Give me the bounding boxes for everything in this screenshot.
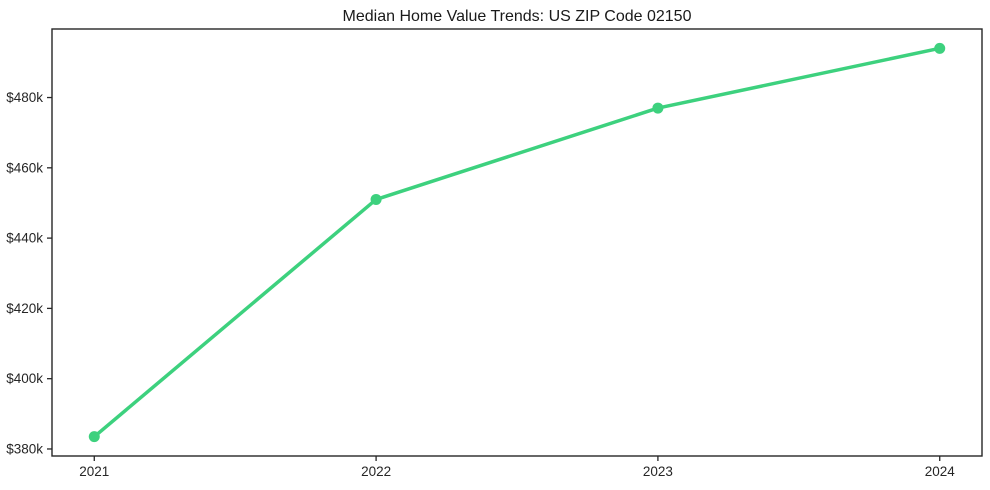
y-axis-tick-label: $460k xyxy=(6,160,43,175)
series-line xyxy=(92,46,942,439)
y-axis-tick-label: $420k xyxy=(6,301,43,316)
plot-border xyxy=(51,28,983,457)
data-point-marker xyxy=(370,193,382,205)
x-axis-tick-label: 2021 xyxy=(79,464,109,479)
y-axis-tick-label: $480k xyxy=(6,90,43,105)
y-axis-tick-label: $440k xyxy=(6,231,43,246)
y-axis-tick-label: $400k xyxy=(6,371,43,386)
x-axis-tick-label: 2023 xyxy=(643,464,673,479)
data-point-marker xyxy=(88,431,100,443)
x-axis-tick-label: 2024 xyxy=(925,464,956,479)
chart-title: Median Home Value Trends: US ZIP Code 02… xyxy=(343,8,692,25)
data-point-marker xyxy=(934,42,946,54)
y-axis-tick-label: $380k xyxy=(6,441,43,456)
x-axis-tick-label: 2022 xyxy=(361,464,391,479)
data-point-marker xyxy=(652,102,664,114)
